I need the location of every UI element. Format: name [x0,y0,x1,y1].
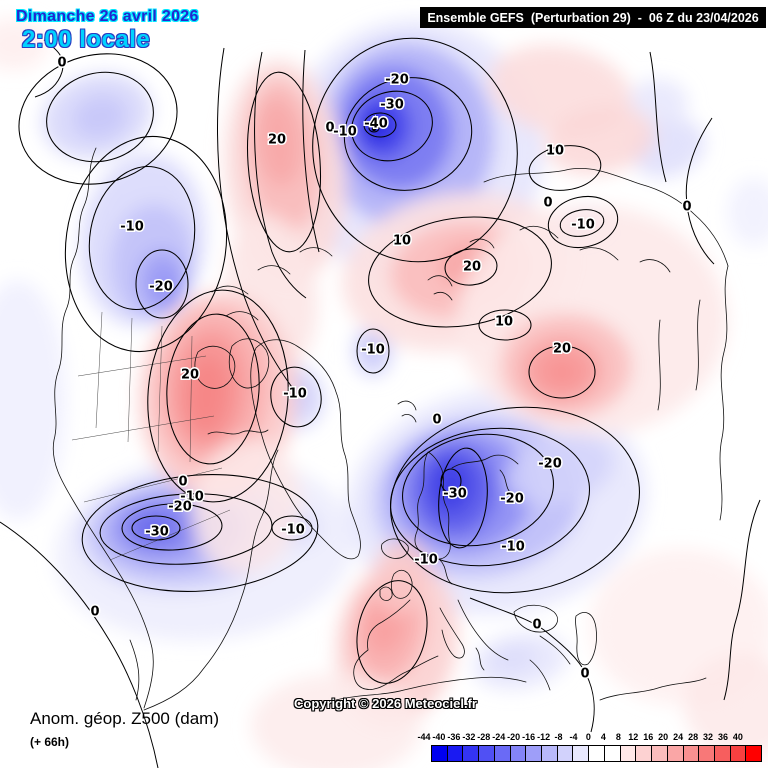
contour-label: -20 [500,492,524,507]
colorbar-tick: -16 [522,732,536,742]
colorbar-cell [432,746,447,761]
colorbar-cell [619,746,636,761]
contour-label: -10 [120,220,144,235]
contour-label: -20 [149,280,173,295]
colorbar-cell [572,746,589,761]
contour-label: -30 [145,525,169,540]
valid-time-label: 2:00 locale [22,26,151,53]
state-borders [71,311,231,561]
colorbar-tick: 0 [585,732,591,742]
colorbar-cell [525,746,542,761]
colorbar-cell [666,746,683,761]
contour-label: -10 [414,553,438,568]
contour-label: -10 [571,218,595,233]
colorbar-tick: 20 [658,732,669,742]
contour-label: 0 [432,413,441,428]
contour-label: -30 [380,98,404,113]
contour-label: -10 [361,343,385,358]
contour-label: 0 [682,200,691,215]
contour-label: 0 [57,56,66,71]
colorbar-tick: -20 [507,732,521,742]
colorbar-tick: 28 [688,732,699,742]
contour-label: 0 [543,196,552,211]
contour-label: -10 [180,490,204,505]
contour-label: 20 [463,260,481,275]
contour-rings [18,37,640,684]
colorbar-cell [635,746,652,761]
contour-label: 0 [90,605,99,620]
contour-label: -20 [168,500,192,515]
contour-label: -30 [443,487,467,502]
anomaly-fill-blobs [0,18,768,768]
colorbar-cell [493,746,510,761]
colorbar-cell [509,746,526,761]
open-contour-lines [0,39,761,768]
colorbar-cell [745,746,762,761]
contour-label: 10 [546,144,564,159]
colorbar-cell [446,746,463,761]
colorbar-tick: 4 [600,732,606,742]
contour-label: 10 [495,315,513,330]
colorbar-tick: 36 [717,732,729,742]
colorbar-cell [698,746,714,761]
contour-label: -20 [385,73,409,88]
contour-label: 10 [393,234,411,249]
colorbar-cell [588,746,604,761]
colorbar-tick: 16 [643,732,654,742]
colorbar-tick: -24 [492,732,506,742]
colorbar-tick: -44 [417,732,431,742]
valid-date-label: Dimanche 26 avril 2026 [16,8,199,25]
contour-label: 0 [178,475,187,490]
colorbar-tick: -4 [569,732,578,742]
colorbar-cell [651,746,667,761]
colorbar-tick: -28 [477,732,491,742]
colorbar-cell [713,746,730,761]
contour-label: 20 [181,368,199,383]
colorbar-tick: 12 [628,732,639,742]
contour-label: -10 [281,523,305,538]
colorbar-tick: -12 [537,732,551,742]
colorbar-cell [541,746,557,761]
colorbar-cell [478,746,494,761]
colorbar-cell [603,746,620,761]
colorbar-tick: -32 [462,732,476,742]
contour-label: -10 [333,125,357,140]
contour-label: -40 [364,117,388,132]
colorbar-tick: -40 [432,732,446,742]
contour-label: -20 [538,457,562,472]
colorbar-scale [431,745,762,762]
colorbar-cell [556,746,573,761]
colorbar-tick: 40 [732,732,743,742]
contour-label: 20 [268,133,286,148]
contour-label: 0 [580,667,589,682]
contour-label: 0 [532,618,541,633]
colorbar-tick: -36 [447,732,461,742]
colorbar-tick: -8 [554,732,563,742]
contour-label: -10 [501,540,525,555]
copyright-text: Copyright © 2026 Meteociel.fr [294,696,477,711]
colorbar-cell [462,746,479,761]
minimum-marker [371,126,377,132]
colorbar-cell [729,746,746,761]
coastlines [52,147,729,711]
contour-label: -10 [283,387,307,402]
model-run-bar: Ensemble GEFS (Perturbation 29) - 06 Z d… [420,7,766,28]
parameter-label: Anom. géop. Z500 (dam) [30,709,219,728]
colorbar-tick-labels: -44 -40 -36 -32 -28 -24 -20 -16 -12 -8 -4 0 4 8 12 16 20… [417,732,754,744]
colorbar-tick: 8 [615,732,621,742]
contour-label: 0 [325,121,334,136]
colorbar-tick: 32 [703,732,714,742]
colorbar-tick: 24 [673,732,684,742]
colorbar-cell [682,746,699,761]
contour-label: 20 [553,342,571,357]
lead-time-label: (+ 66h) [30,735,70,749]
